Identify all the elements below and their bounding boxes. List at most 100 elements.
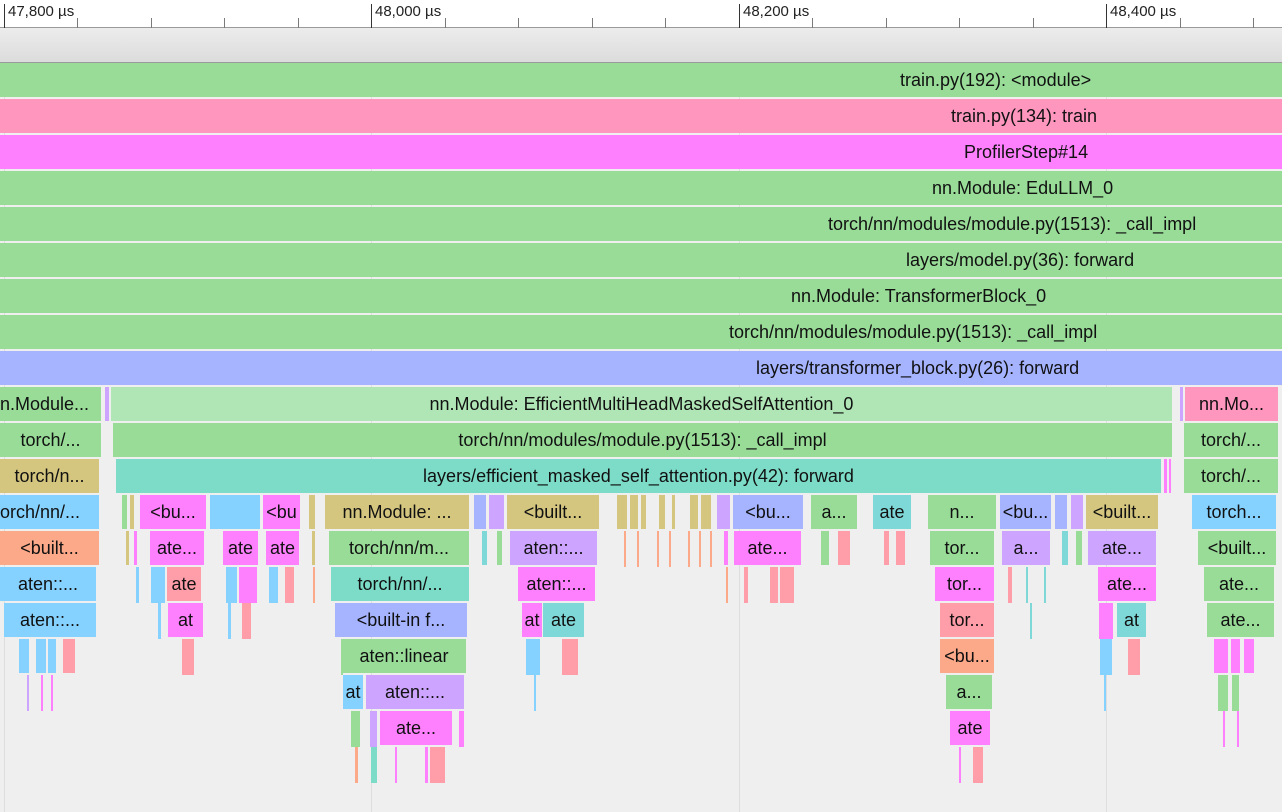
sliver xyxy=(1062,531,1068,565)
slice-right-builtin[interactable]: <built... xyxy=(1198,531,1276,565)
sliver xyxy=(562,639,578,675)
sliver xyxy=(1180,387,1183,421)
slice-right-torch[interactable]: torch/... xyxy=(1184,423,1278,457)
slice-aten-call[interactable]: ate xyxy=(950,711,990,745)
slice-profiler-step[interactable]: ProfilerStep#14 xyxy=(0,135,1282,169)
slice-right-torch[interactable]: torch/... xyxy=(1184,459,1278,493)
slice-attention-forward[interactable]: layers/efficient_masked_self_attention.p… xyxy=(116,459,1161,493)
sliver xyxy=(158,603,161,639)
slice-torch-nn-module[interactable]: torch/nn/m... xyxy=(329,531,469,565)
ruler-major-tick xyxy=(371,4,372,28)
time-ruler[interactable]: 47,800 µs 48,000 µs 48,200 µs 48,400 µs xyxy=(0,0,1282,28)
slice-aten-call[interactable]: at xyxy=(168,603,203,637)
slice-builtin-call[interactable]: <bu xyxy=(263,495,300,529)
slice-left-module[interactable]: n.Module... xyxy=(0,387,101,421)
sliver xyxy=(630,495,638,529)
slice-builtin-call[interactable]: <bu... xyxy=(140,495,206,529)
sliver xyxy=(688,531,690,567)
sliver xyxy=(884,531,889,565)
sliver xyxy=(122,495,127,529)
sliver xyxy=(1104,675,1106,711)
sliver xyxy=(430,747,445,783)
slice-builtin-call[interactable]: <built... xyxy=(1086,495,1158,529)
sliver xyxy=(242,603,251,639)
sliver xyxy=(780,567,794,603)
slice-right-torch-short[interactable]: torch... xyxy=(1192,495,1276,529)
slice-nn-module[interactable]: nn.Module: ... xyxy=(325,495,469,529)
slice-attention-module[interactable]: nn.Module: EfficientMultiHeadMaskedSelfA… xyxy=(111,387,1172,421)
sliver xyxy=(669,531,671,567)
ruler-minor-tick xyxy=(1033,18,1034,28)
sliver xyxy=(690,495,698,529)
sliver xyxy=(239,567,257,603)
slice-aten-call[interactable]: ate... xyxy=(734,531,801,565)
slice-right-module[interactable]: nn.Mo... xyxy=(1185,387,1278,421)
slice-aten-call[interactable]: ate xyxy=(266,531,299,565)
slice-nn-module[interactable]: n... xyxy=(928,495,996,529)
slice-call-impl[interactable]: torch/nn/modules/module.py(1513): _call_… xyxy=(0,315,1282,349)
slice-train[interactable]: train.py(134): train xyxy=(0,99,1282,133)
slice-builtin-call[interactable]: <built... xyxy=(507,495,599,529)
sliver xyxy=(459,711,464,747)
slice-left-aten[interactable]: aten::... xyxy=(4,603,96,637)
sliver xyxy=(312,531,315,565)
slice-left-builtin[interactable]: <built... xyxy=(0,531,99,565)
track-header-bar xyxy=(0,28,1282,63)
slice-torch-nn[interactable]: torch/nn/... xyxy=(331,567,469,601)
slice-model-forward[interactable]: layers/model.py(36): forward xyxy=(0,243,1282,277)
slice-aten-call[interactable]: ate... xyxy=(1088,531,1156,565)
slice-builtin-call[interactable]: <bu... xyxy=(940,639,994,673)
slice-aten-call[interactable]: aten::... xyxy=(510,531,597,565)
slice-aten-call[interactable]: ate xyxy=(543,603,584,637)
slice-torch-call[interactable]: tor... xyxy=(935,567,994,601)
sliver xyxy=(534,675,536,711)
slice-aten-call[interactable]: ate... xyxy=(150,531,204,565)
slice-torch-call[interactable]: tor... xyxy=(930,531,994,565)
sliver xyxy=(1008,567,1012,603)
slice-builtin-call[interactable]: <bu... xyxy=(1000,495,1051,529)
ruler-minor-tick xyxy=(1180,18,1181,28)
slice-builtin-function[interactable]: <built-in f... xyxy=(335,603,467,637)
slice-aten-call[interactable]: ate xyxy=(873,495,911,529)
slice-right-aten[interactable]: ate... xyxy=(1204,567,1274,601)
slice-builtin-call[interactable]: <bu... xyxy=(733,495,803,529)
slice-unlabeled[interactable] xyxy=(210,495,260,529)
slice-aten-call[interactable]: a... xyxy=(946,675,992,709)
sliver xyxy=(710,531,712,567)
slice-aten-call[interactable]: aten::... xyxy=(366,675,464,709)
slice-left-torch-n[interactable]: torch/n... xyxy=(0,459,99,493)
slice-aten-call[interactable]: a... xyxy=(1002,531,1050,565)
sliver xyxy=(151,567,165,603)
ruler-major-tick xyxy=(4,4,5,28)
slice-edullm-module[interactable]: nn.Module: EduLLM_0 xyxy=(0,171,1282,205)
ruler-minor-tick xyxy=(1253,18,1254,28)
slice-attention-call-impl[interactable]: torch/nn/modules/module.py(1513): _call_… xyxy=(113,423,1172,457)
slice-aten-call[interactable]: ate... xyxy=(380,711,452,745)
slice-aten-linear[interactable]: aten::linear xyxy=(342,639,466,673)
slice-aten-call[interactable]: ate xyxy=(167,567,201,601)
slice-aten-call[interactable]: at xyxy=(343,675,363,709)
ruler-tick-label: 48,200 µs xyxy=(743,3,810,20)
left-sliver xyxy=(19,639,29,673)
slice-left-torch[interactable]: torch/... xyxy=(0,423,101,457)
slice-right-aten[interactable]: ate... xyxy=(1207,603,1274,637)
sliver xyxy=(1030,603,1032,639)
flame-chart[interactable]: train.py(192): <module> train.py(134): t… xyxy=(0,63,1282,812)
slice-aten-call[interactable]: ate xyxy=(223,531,258,565)
sliver xyxy=(136,567,139,603)
ruler-minor-tick xyxy=(592,18,593,28)
slice-aten-call[interactable]: ate... xyxy=(1098,567,1156,601)
slice-module[interactable]: train.py(192): <module> xyxy=(0,63,1282,97)
slice-left-torch-nn[interactable]: orch/nn/... xyxy=(0,495,99,529)
slice-aten-call[interactable]: a... xyxy=(811,495,857,529)
ruler-tick-label: 48,400 µs xyxy=(1110,3,1177,20)
slice-aten-call[interactable]: aten::... xyxy=(518,567,595,601)
slice-transformer-forward[interactable]: layers/transformer_block.py(26): forward xyxy=(0,351,1282,385)
slice-transformer-block[interactable]: nn.Module: TransformerBlock_0 xyxy=(0,279,1282,313)
slice-torch-call[interactable]: tor... xyxy=(940,603,994,637)
sliver xyxy=(770,567,778,603)
slice-aten-call[interactable]: at xyxy=(522,603,542,637)
slice-left-aten[interactable]: aten::... xyxy=(0,567,96,601)
slice-aten-call[interactable]: at xyxy=(1117,603,1146,637)
slice-call-impl[interactable]: torch/nn/modules/module.py(1513): _call_… xyxy=(0,207,1282,241)
